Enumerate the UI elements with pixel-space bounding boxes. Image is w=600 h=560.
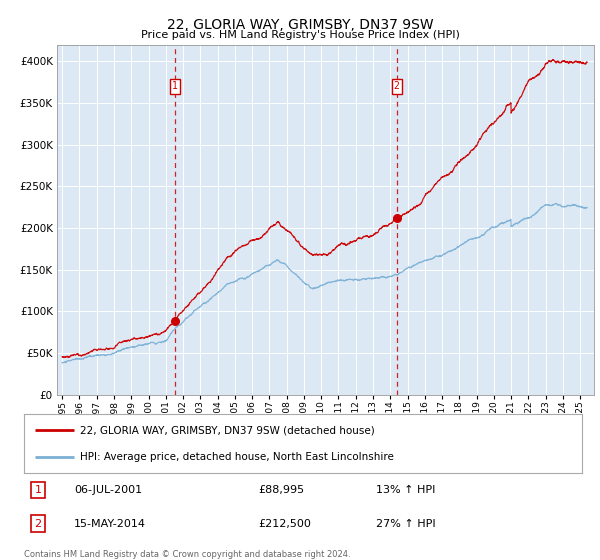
Text: £212,500: £212,500 [259,519,311,529]
Text: 1: 1 [34,485,41,495]
Text: 2: 2 [34,519,41,529]
Text: 13% ↑ HPI: 13% ↑ HPI [376,485,435,495]
Text: Price paid vs. HM Land Registry's House Price Index (HPI): Price paid vs. HM Land Registry's House … [140,30,460,40]
Text: £88,995: £88,995 [259,485,304,495]
Text: 2: 2 [394,81,400,91]
Text: Contains HM Land Registry data © Crown copyright and database right 2024.
This d: Contains HM Land Registry data © Crown c… [24,550,350,560]
Text: 27% ↑ HPI: 27% ↑ HPI [376,519,435,529]
Text: HPI: Average price, detached house, North East Lincolnshire: HPI: Average price, detached house, Nort… [80,452,394,463]
Text: 15-MAY-2014: 15-MAY-2014 [74,519,146,529]
Text: 06-JUL-2001: 06-JUL-2001 [74,485,142,495]
Text: 1: 1 [172,81,178,91]
Text: 22, GLORIA WAY, GRIMSBY, DN37 9SW: 22, GLORIA WAY, GRIMSBY, DN37 9SW [167,18,433,32]
Text: 22, GLORIA WAY, GRIMSBY, DN37 9SW (detached house): 22, GLORIA WAY, GRIMSBY, DN37 9SW (detac… [80,425,374,435]
